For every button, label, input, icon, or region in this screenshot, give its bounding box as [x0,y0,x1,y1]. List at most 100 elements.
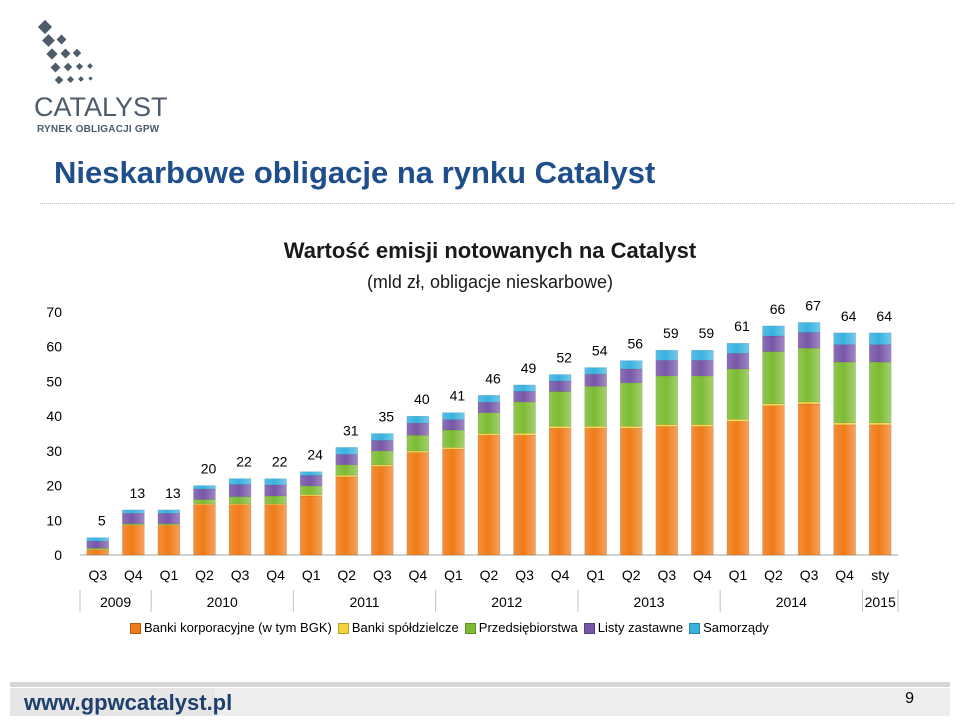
bar-total-label: 64 [841,308,857,324]
bar-segment [584,386,607,427]
bar-total-label: 31 [343,422,359,438]
legend-swatch [583,623,595,635]
x-tick-label: Q3 [231,567,250,583]
year-label: 2011 [349,594,379,610]
bar-segment [122,525,145,556]
chart-title: Wartość emisji notowanych na Catalyst [283,238,697,263]
legend-swatch [689,623,701,635]
bar-segment [228,504,252,556]
bar-segment [868,332,892,345]
bar-segment [157,513,181,525]
footer-url[interactable]: www.gpwcatalyst.pl [24,690,233,715]
bar-segment [726,421,750,556]
bar-segment [371,466,394,556]
bar-segment [477,395,501,403]
bar-segment [406,415,430,424]
footer-url-background [10,688,215,716]
legend-label: Przedsiębiorstwa [478,620,578,635]
legend-swatch [337,623,349,635]
bar-total-label: 59 [699,325,715,341]
bar-segment [655,375,679,425]
legend-item: Przedsiębiorstwa [464,620,578,635]
logo-subtitle: RYNEK OBLIGACJI GPW [37,124,160,135]
bar-segment [548,380,572,392]
bar-total-label: 46 [485,370,501,386]
bar-segment [797,332,821,349]
year-label: 2014 [776,594,807,610]
x-tick-label: Q4 [551,567,570,583]
y-tick-label: 30 [46,443,62,459]
bar-total-label: 13 [130,485,146,501]
x-tick-label: Q2 [622,567,641,583]
bar-segment [299,495,323,556]
page-title: Nieskarbowe obligacje na rynku Catalyst [54,155,656,190]
bar-segment [299,471,323,476]
bar-total-label: 56 [627,336,643,352]
bar-segment [193,485,216,490]
year-label: 2015 [865,594,896,610]
bar-segment [833,332,856,345]
year-label: 2010 [207,594,238,610]
bar-segment [477,412,501,434]
bar-segment [620,428,643,556]
x-tick-label: Q1 [729,567,748,583]
bar-segment [193,499,216,504]
year-label: 2012 [491,594,522,610]
bar-segment [655,349,679,361]
bar-segment [691,360,714,377]
x-tick-label: Q2 [480,567,499,583]
legend-item: Banki spółdzielcze [337,620,459,635]
bar-total-label: 40 [414,391,430,407]
year-label: 2013 [633,594,664,610]
bar-segment [548,428,572,556]
bar-segment [193,504,216,556]
x-tick-label: Q3 [88,567,107,583]
x-tick-label: Q1 [444,567,463,583]
x-tick-label: Q4 [124,567,143,583]
bar-segment [193,488,216,500]
bar-segment [335,464,358,476]
x-tick-label: Q2 [337,567,356,583]
bar-total-label: 35 [379,409,395,425]
bar-segment [548,374,572,382]
logo-dots-icon [37,19,93,85]
bar-segment [762,405,785,556]
x-tick-label: Q4 [693,567,712,583]
x-tick-label: Q1 [586,567,605,583]
bar-total-label: 24 [307,447,323,463]
bar-segment [620,382,643,427]
bar-segment [762,335,785,352]
x-tick-label: Q2 [195,567,214,583]
bar-segment [868,422,892,426]
logo-name: CATALYST [34,92,168,122]
bar-segment [228,496,252,504]
bar-segment [584,367,607,375]
bar-segment [548,425,572,429]
x-tick-label: Q2 [764,567,783,583]
bar-segment [228,478,252,485]
bar-segment [442,448,465,556]
bar-total-label: 20 [201,461,217,477]
bar-segment [726,342,750,354]
page-number: 9 [905,690,914,707]
bar-segment [762,403,785,406]
bar-segment [691,375,714,425]
bar-segment [477,434,501,556]
bar-segment [833,361,856,423]
bar-segment [797,347,821,403]
bar-segment [620,360,643,370]
x-tick-label: Q3 [373,567,392,583]
bar-segment [86,540,110,549]
bar-total-label: 22 [236,454,252,470]
x-tick-label: Q4 [409,567,428,583]
bar-segment [442,447,465,450]
bar-segment [122,509,145,514]
bar-segment [762,325,785,337]
bar-segment [442,419,465,431]
bar-total-label: 49 [521,360,537,376]
bar-segment [655,360,679,377]
legend-label: Banki korporacyjne (w tym BGK) [144,620,332,635]
bar-segment [691,426,714,556]
bar-segment [868,344,892,363]
